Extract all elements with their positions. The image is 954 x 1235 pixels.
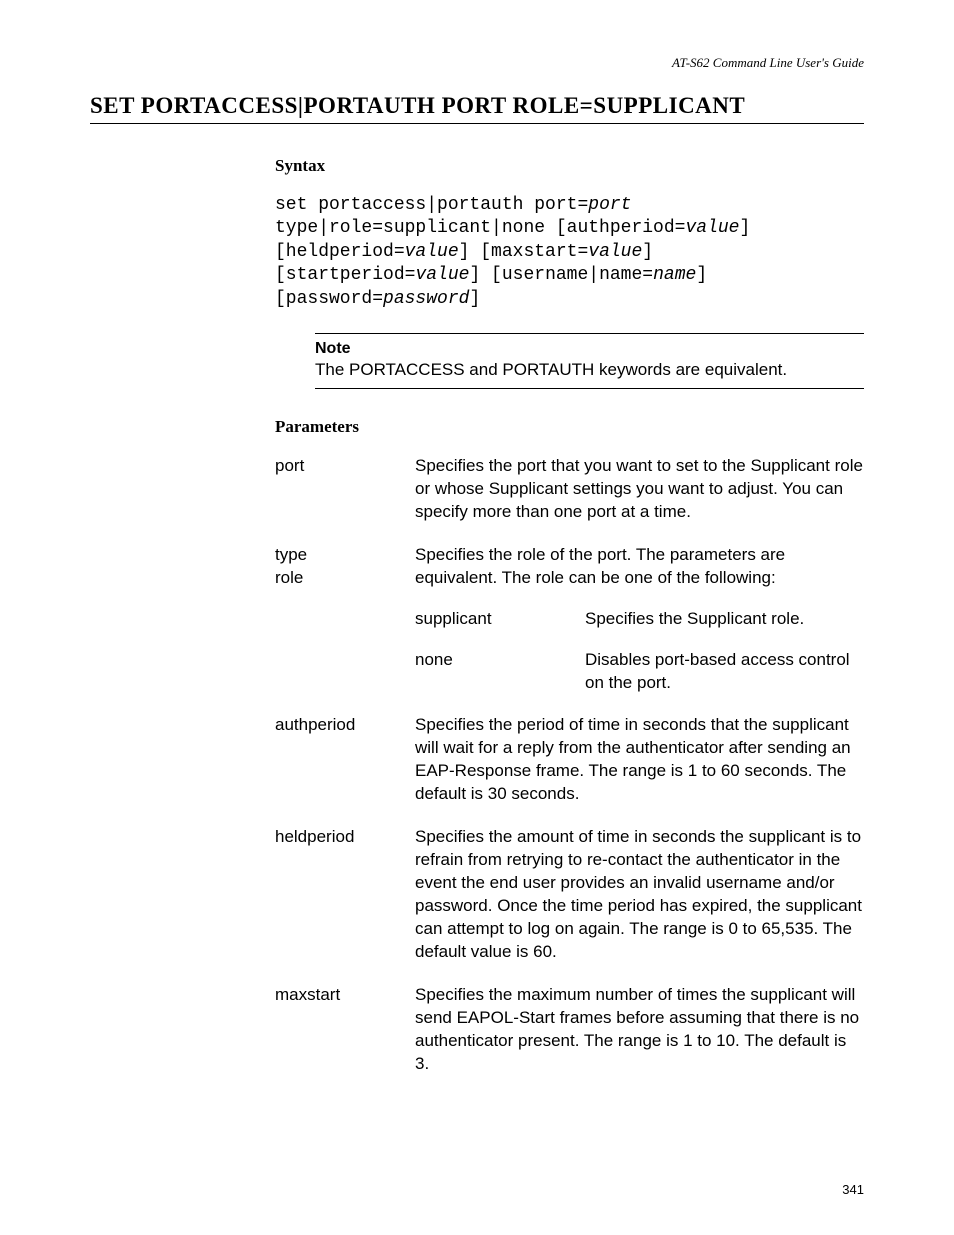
- param-row-maxstart: maxstart Specifies the maximum number of…: [275, 984, 864, 1076]
- parameters-table: port Specifies the port that you want to…: [275, 455, 864, 1076]
- param-desc: Specifies the period of time in seconds …: [415, 714, 864, 806]
- param-sub-row: none Disables port-based access control …: [415, 649, 864, 695]
- syntax-line: [startperiod=value] [username|name=name]: [275, 264, 864, 287]
- param-name: maxstart: [275, 984, 415, 1076]
- syntax-text: set portaccess|portauth port=: [275, 195, 588, 215]
- syntax-text: ]: [739, 218, 750, 238]
- syntax-text: ] [username|name=: [469, 265, 653, 285]
- param-name: port: [275, 455, 415, 524]
- syntax-param: value: [405, 242, 459, 262]
- syntax-text: ] [maxstart=: [459, 242, 589, 262]
- syntax-param: password: [383, 289, 469, 309]
- header-guide: AT-S62 Command Line User's Guide: [90, 55, 864, 71]
- param-desc: Specifies the port that you want to set …: [415, 455, 864, 524]
- syntax-text: type|role=supplicant|none [authperiod=: [275, 218, 685, 238]
- syntax-text: [startperiod=: [275, 265, 415, 285]
- param-sub-desc: Disables port-based access control on th…: [585, 649, 864, 695]
- param-desc: Specifies the amount of time in seconds …: [415, 826, 864, 964]
- syntax-text: ]: [642, 242, 653, 262]
- page-title: SET PORTACCESS|PORTAUTH PORT ROLE=SUPPLI…: [90, 93, 864, 124]
- syntax-block: set portaccess|portauth port=port type|r…: [275, 194, 864, 311]
- syntax-line: [password=password]: [275, 288, 864, 311]
- param-name: heldperiod: [275, 826, 415, 964]
- syntax-param: value: [415, 265, 469, 285]
- param-row-port: port Specifies the port that you want to…: [275, 455, 864, 524]
- syntax-text: [heldperiod=: [275, 242, 405, 262]
- note-box: Note The PORTACCESS and PORTAUTH keyword…: [315, 333, 864, 389]
- param-sub-name: supplicant: [415, 608, 585, 631]
- syntax-param: value: [588, 242, 642, 262]
- param-sub-name: none: [415, 649, 585, 695]
- syntax-line: [heldperiod=value] [maxstart=value]: [275, 241, 864, 264]
- param-name: type role: [275, 544, 415, 695]
- param-name: authperiod: [275, 714, 415, 806]
- param-row-type-role: type role Specifies the role of the port…: [275, 544, 864, 695]
- syntax-param: value: [685, 218, 739, 238]
- parameters-heading: Parameters: [275, 417, 864, 437]
- param-desc: Specifies the role of the port. The para…: [415, 544, 864, 695]
- param-row-heldperiod: heldperiod Specifies the amount of time …: [275, 826, 864, 964]
- syntax-text: [password=: [275, 289, 383, 309]
- page: AT-S62 Command Line User's Guide SET POR…: [0, 0, 954, 1076]
- param-sub-desc: Specifies the Supplicant role.: [585, 608, 864, 631]
- syntax-param: port: [588, 195, 631, 215]
- syntax-text: ]: [696, 265, 707, 285]
- content-area: Syntax set portaccess|portauth port=port…: [275, 156, 864, 1076]
- param-desc-text: Specifies the role of the port. The para…: [415, 544, 864, 590]
- note-body: The PORTACCESS and PORTAUTH keywords are…: [315, 360, 864, 380]
- page-number: 341: [842, 1182, 864, 1197]
- note-title: Note: [315, 340, 864, 358]
- syntax-line: set portaccess|portauth port=port: [275, 194, 864, 217]
- syntax-param: name: [653, 265, 696, 285]
- syntax-text: ]: [469, 289, 480, 309]
- syntax-line: type|role=supplicant|none [authperiod=va…: [275, 217, 864, 240]
- param-sub-row: supplicant Specifies the Supplicant role…: [415, 608, 864, 631]
- syntax-heading: Syntax: [275, 156, 864, 176]
- param-desc: Specifies the maximum number of times th…: [415, 984, 864, 1076]
- param-row-authperiod: authperiod Specifies the period of time …: [275, 714, 864, 806]
